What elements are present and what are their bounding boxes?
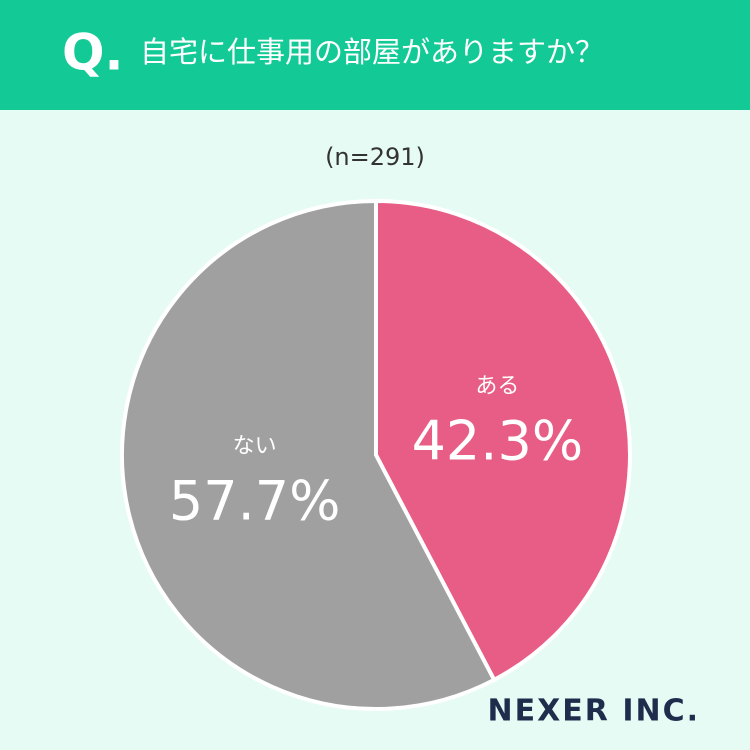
pie-slice [374, 199, 632, 682]
slice-category-label: ある [475, 374, 519, 399]
subtitle: (n=291) [325, 143, 425, 171]
slice-category-label: ない [233, 434, 277, 459]
slice-value-label: 57.7% [169, 470, 341, 533]
question-mark: Q. [62, 24, 124, 82]
header [0, 0, 750, 110]
chart-title: 自宅に仕事用の部屋がありますか？ [140, 35, 604, 69]
brand: NEXER INC. [488, 694, 700, 729]
slice-value-label: 42.3% [412, 410, 584, 473]
pie-slice [120, 199, 497, 711]
